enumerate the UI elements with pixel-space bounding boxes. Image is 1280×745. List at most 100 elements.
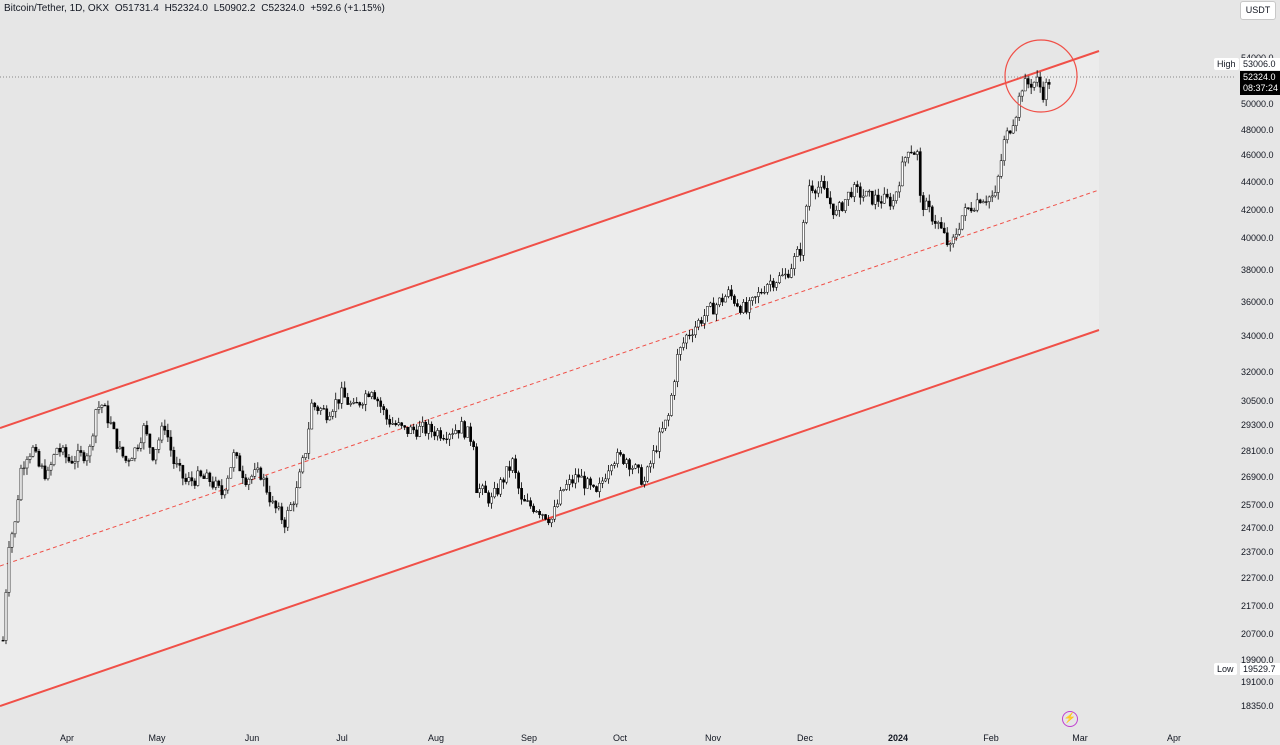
candle-down[interactable] (966, 207, 970, 209)
candle-up[interactable] (319, 408, 323, 411)
candle-down[interactable] (406, 426, 410, 434)
candle-up[interactable] (418, 426, 422, 437)
candle-down[interactable] (199, 470, 203, 477)
candle-up[interactable] (553, 506, 556, 520)
candle-up[interactable] (85, 455, 89, 462)
candle-down[interactable] (433, 431, 436, 437)
candle-up[interactable] (667, 415, 670, 421)
candle-down[interactable] (484, 485, 487, 493)
candle-down[interactable] (939, 222, 943, 229)
candle-up[interactable] (214, 480, 218, 488)
candle-up[interactable] (891, 200, 895, 207)
candle-down[interactable] (984, 201, 988, 203)
candle-up[interactable] (1017, 95, 1021, 118)
candle-up[interactable] (769, 280, 772, 285)
candle-down[interactable] (79, 450, 83, 453)
candle-down[interactable] (840, 202, 844, 211)
candle-down[interactable] (577, 474, 580, 478)
candle-up[interactable] (763, 291, 766, 294)
candle-down[interactable] (712, 302, 715, 315)
candle-up[interactable] (724, 296, 727, 303)
candle-up[interactable] (685, 334, 688, 344)
candle-up[interactable] (897, 185, 901, 193)
candle-down[interactable] (688, 334, 691, 337)
candle-up[interactable] (466, 426, 469, 438)
candle-up[interactable] (370, 392, 374, 397)
candle-down[interactable] (921, 195, 925, 210)
candle-up[interactable] (247, 479, 251, 485)
candle-up[interactable] (556, 503, 559, 507)
candle-up[interactable] (613, 463, 616, 466)
candle-down[interactable] (169, 436, 173, 451)
candle-up[interactable] (861, 195, 865, 198)
candle-down[interactable] (208, 472, 212, 482)
candle-up[interactable] (834, 209, 838, 216)
candle-up[interactable] (262, 477, 266, 480)
candle-up[interactable] (948, 243, 952, 246)
candle-down[interactable] (1047, 82, 1051, 85)
candle-down[interactable] (106, 405, 110, 424)
chart-plot-area[interactable]: Bitcoin/Tether, 1D, OKX O51731.4 H52324.… (0, 0, 1235, 728)
candle-down[interactable] (1038, 76, 1042, 88)
candle-up[interactable] (846, 191, 850, 200)
candle-up[interactable] (334, 399, 338, 412)
candle-up[interactable] (286, 510, 290, 528)
candle-down[interactable] (220, 485, 224, 496)
candle-up[interactable] (574, 474, 577, 484)
candle-up[interactable] (864, 190, 868, 197)
candle-down[interactable] (496, 488, 499, 495)
candle-down[interactable] (1008, 130, 1012, 134)
candle-down[interactable] (472, 441, 475, 448)
candle-up[interactable] (999, 160, 1003, 177)
candle-up[interactable] (766, 284, 769, 293)
candle-down[interactable] (136, 447, 140, 449)
candle-up[interactable] (94, 409, 98, 437)
candle-down[interactable] (376, 398, 380, 402)
candle-down[interactable] (514, 458, 517, 474)
candle-down[interactable] (343, 387, 347, 398)
candle-down[interactable] (259, 467, 263, 480)
candle-down[interactable] (124, 455, 128, 461)
candle-up[interactable] (634, 464, 637, 469)
candle-down[interactable] (927, 200, 931, 208)
candle-down[interactable] (930, 206, 934, 222)
candle-up[interactable] (673, 381, 676, 396)
candle-up[interactable] (646, 466, 649, 482)
candle-up[interactable] (535, 510, 538, 513)
candle-up[interactable] (837, 202, 841, 211)
candle-down[interactable] (166, 429, 170, 438)
candle-down[interactable] (415, 429, 419, 437)
candle-up[interactable] (109, 422, 113, 424)
candle-up[interactable] (727, 289, 730, 297)
candle-down[interactable] (787, 273, 790, 278)
candle-up[interactable] (625, 459, 628, 464)
candle-down[interactable] (571, 479, 574, 484)
candle-down[interactable] (822, 181, 826, 189)
candle-down[interactable] (475, 446, 478, 494)
candle-up[interactable] (819, 181, 823, 188)
candle-up[interactable] (610, 465, 613, 472)
candle-up[interactable] (175, 463, 179, 465)
candle-up[interactable] (295, 487, 299, 505)
candle-down[interactable] (43, 465, 47, 480)
candle-up[interactable] (559, 490, 562, 505)
candle-up[interactable] (187, 477, 191, 482)
candle-up[interactable] (550, 518, 553, 524)
candle-down[interactable] (1029, 83, 1033, 88)
candle-up[interactable] (580, 475, 583, 478)
candle-down[interactable] (825, 188, 829, 199)
candle-up[interactable] (289, 504, 293, 511)
candle-up[interactable] (757, 291, 760, 297)
candle-down[interactable] (772, 280, 775, 288)
candle-up[interactable] (1002, 139, 1006, 161)
candle-up[interactable] (25, 459, 29, 469)
candle-up[interactable] (981, 201, 985, 204)
candle-up[interactable] (10, 533, 14, 548)
candle-down[interactable] (148, 433, 152, 448)
candle-down[interactable] (529, 500, 532, 507)
candle-up[interactable] (271, 500, 275, 503)
candle-down[interactable] (313, 402, 317, 408)
candle-down[interactable] (855, 184, 859, 188)
candle-down[interactable] (64, 447, 68, 458)
candle-up[interactable] (232, 452, 236, 468)
